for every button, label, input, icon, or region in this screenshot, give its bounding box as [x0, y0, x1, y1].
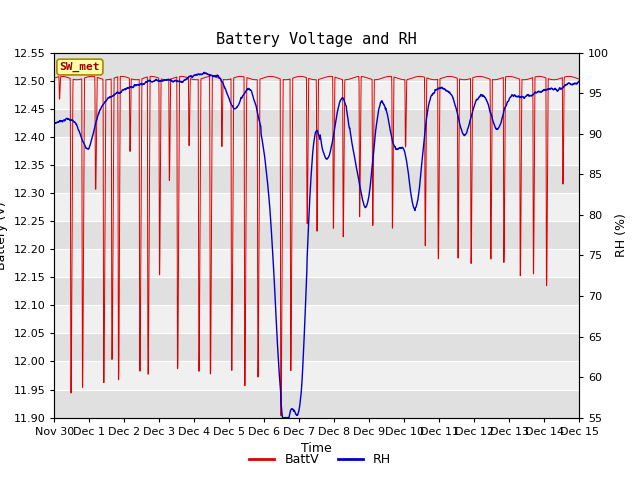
- Bar: [54, 109, 579, 137]
- Y-axis label: RH (%): RH (%): [615, 213, 628, 257]
- Bar: [54, 334, 579, 361]
- Bar: [54, 165, 579, 193]
- Bar: [54, 81, 579, 109]
- Legend: BattV, RH: BattV, RH: [244, 448, 396, 471]
- Bar: [54, 277, 579, 305]
- Bar: [54, 53, 579, 81]
- Bar: [54, 249, 579, 277]
- Title: Battery Voltage and RH: Battery Voltage and RH: [216, 33, 417, 48]
- Bar: [54, 361, 579, 390]
- Bar: [54, 221, 579, 249]
- Bar: [54, 193, 579, 221]
- Bar: [54, 137, 579, 165]
- Bar: [54, 305, 579, 334]
- Text: SW_met: SW_met: [60, 62, 100, 72]
- X-axis label: Time: Time: [301, 442, 332, 455]
- Y-axis label: Battery (V): Battery (V): [0, 201, 8, 269]
- Bar: [54, 390, 579, 418]
